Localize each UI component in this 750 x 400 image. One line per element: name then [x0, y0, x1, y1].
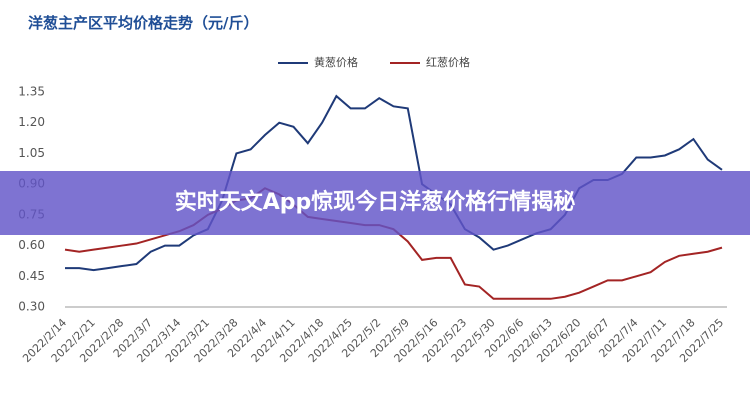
legend-label: 黄葱价格 [314, 55, 358, 69]
legend-label: 红葱价格 [426, 55, 470, 69]
y-tick-label: 1.20 [18, 115, 45, 129]
y-tick-label: 1.05 [18, 146, 45, 160]
banner-band [0, 171, 750, 235]
y-tick-label: 0.60 [18, 238, 45, 252]
chart-title: 洋葱主产区平均价格走势（元/斤） [28, 14, 258, 32]
y-tick-label: 1.35 [18, 85, 45, 99]
y-tick-label: 0.30 [18, 300, 45, 314]
y-tick-label: 0.45 [18, 269, 45, 283]
banner-title: 实时天文App惊现今日洋葱价格行情揭秘 [175, 189, 576, 215]
